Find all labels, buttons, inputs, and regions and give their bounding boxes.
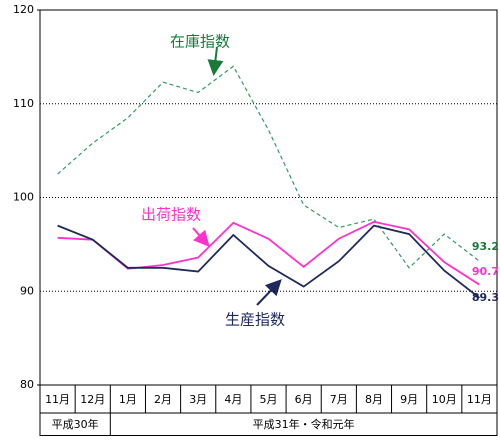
- arrow: [192, 227, 210, 248]
- x-tick-label: 2月: [154, 393, 172, 406]
- data-label: 90.7: [472, 265, 499, 278]
- y-tick-label: 110: [13, 97, 34, 110]
- series-line: [57, 220, 480, 286]
- data-label: 89.3: [472, 291, 499, 304]
- arrow: [207, 46, 224, 76]
- x-tick-label: 11月: [45, 393, 70, 406]
- y-tick-label: 90: [20, 284, 34, 297]
- x-group-label: 平成31年・令和元年: [253, 417, 355, 431]
- x-tick-label: 5月: [260, 393, 278, 406]
- arrow: [256, 279, 282, 306]
- x-tick-label: 12月: [80, 393, 105, 406]
- series-name: 在庫指数: [170, 33, 230, 51]
- y-tick-label: 120: [13, 3, 34, 16]
- y-tick-label: 100: [13, 191, 34, 204]
- x-tick-label: 11月: [467, 393, 492, 406]
- x-tick-label: 8月: [365, 393, 383, 406]
- x-tick-label: 1月: [119, 393, 137, 406]
- series-name: 生産指数: [225, 311, 285, 329]
- x-group-label: 平成30年: [52, 417, 99, 431]
- x-tick-label: 7月: [330, 393, 348, 406]
- y-tick-label: 80: [20, 378, 34, 391]
- x-tick-label: 10月: [432, 393, 457, 406]
- data-label: 93.2: [472, 240, 499, 253]
- series-line: [57, 224, 480, 299]
- x-tick-label: 3月: [189, 393, 207, 406]
- x-tick-label: 4月: [224, 393, 242, 406]
- x-tick-label: 9月: [400, 393, 418, 406]
- x-tick-label: 6月: [295, 393, 313, 406]
- series-line: [57, 65, 480, 269]
- series-name: 出荷指数: [141, 206, 201, 224]
